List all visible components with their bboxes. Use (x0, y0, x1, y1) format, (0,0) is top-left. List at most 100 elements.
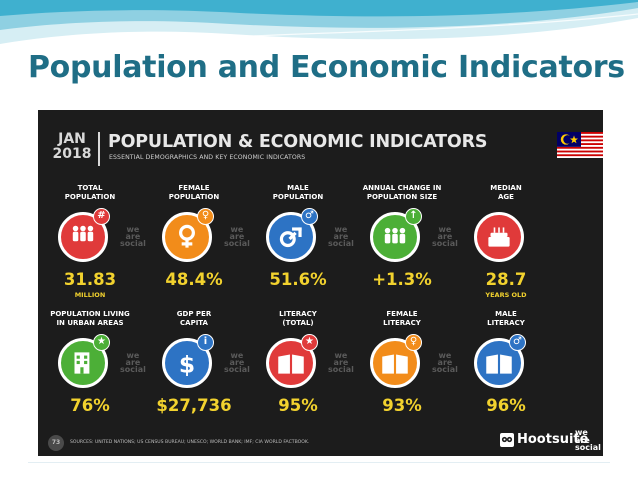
indicator-label: TOTAL POPULATION (38, 184, 142, 202)
watermark-word: social (120, 239, 146, 248)
indicator-badge-icon: ♂ (509, 334, 526, 351)
indicator-unit: MILLION (74, 291, 106, 299)
city-building-icon (74, 352, 90, 374)
indicator-label-line: MEDIAN (490, 184, 522, 192)
male-icon (279, 227, 302, 248)
indicator-label: LITERACY (TOTAL) (246, 310, 350, 328)
slide-bottom-line (28, 462, 610, 463)
indicator-label: ANNUAL CHANGE IN POPULATION SIZE (350, 184, 454, 202)
we-are-social-watermark: we are social (224, 351, 250, 374)
watermark-word: we (438, 225, 452, 234)
watermark-word: we (126, 351, 140, 360)
watermark-word: are (333, 358, 349, 367)
indicator-value: 96% (486, 396, 526, 415)
birthday-cake-icon (488, 227, 510, 247)
indicator-label-line: FEMALE (386, 310, 418, 318)
logo-are: are (575, 435, 590, 445)
slide-title: Population and Economic Indicators (28, 50, 625, 85)
indicator-label-line: MALE (287, 184, 309, 192)
hootsuite-logo-text: Hootsuite (517, 432, 589, 447)
we-are-social-watermark: we are social (328, 225, 354, 248)
indicator-badge-icon: ★ (93, 334, 110, 351)
indicator-label-line: LITERACY (487, 319, 525, 327)
we-are-social-watermark: we are social (120, 225, 146, 248)
indicator-label: MALE POPULATION (246, 184, 350, 202)
book-icon (278, 354, 304, 374)
indicator-label-line: ANNUAL CHANGE IN (362, 184, 442, 192)
indicator-label-line: POPULATION (272, 193, 324, 201)
title-divider (98, 132, 100, 166)
date-block: JAN 2018 (52, 132, 92, 162)
indicator-unit: YEARS OLD (485, 291, 527, 299)
infographic-subtitle: ESSENTIAL DEMOGRAPHICS AND KEY ECONOMIC … (109, 154, 306, 161)
indicator-icon-circle (58, 338, 108, 388)
we-are-social-watermark: we are social (432, 225, 458, 248)
date-year: 2018 (52, 146, 92, 162)
watermark-word: are (437, 358, 453, 367)
watermark-word: are (333, 232, 349, 241)
indicator-label-line: POPULATION SIZE (366, 193, 438, 201)
indicator-value: 51.6% (269, 270, 327, 289)
watermark-word: social (328, 239, 354, 248)
indicator-label-line: IN URBAN AREAS (56, 319, 124, 327)
watermark-word: we (126, 225, 140, 234)
indicator-label: MEDIAN AGE (454, 184, 558, 202)
indicator-value: 31.83 (63, 270, 117, 289)
indicator-value: 76% (70, 396, 110, 415)
watermark-word: social (224, 239, 250, 248)
indicator-badge-icon: ★ (301, 334, 318, 351)
watermark-word: are (437, 232, 453, 241)
we-are-social-watermark: we are social (432, 351, 458, 374)
indicator-label: FEMALE LITERACY (350, 310, 454, 328)
we-are-social-watermark: we are social (328, 351, 354, 374)
we-are-social-logo: we are social (575, 429, 601, 452)
indicator-label-line: (TOTAL) (282, 319, 314, 327)
we-are-social-watermark: we are social (224, 226, 250, 248)
watermark-word: we (230, 351, 244, 360)
watermark-word: are (229, 358, 245, 367)
indicator-value: 28.7 (485, 270, 527, 289)
indicator-label-line: FEMALE (178, 184, 210, 192)
indicator-icon-circle (58, 212, 108, 262)
watermark-word: we (334, 225, 348, 234)
header-swoosh (0, 0, 638, 46)
people-icon (72, 225, 94, 242)
indicator-label-line: POPULATION (168, 193, 220, 201)
indicator-label-line: CAPITA (180, 319, 208, 327)
watermark-word: social (432, 239, 458, 248)
infographic-title: POPULATION & ECONOMIC INDICATORS (108, 132, 488, 152)
indicator-label-line: TOTAL (77, 184, 103, 192)
watermark-word: social (224, 365, 250, 374)
indicator-value: 48.4% (165, 270, 223, 289)
indicator-value: 95% (278, 396, 318, 415)
indicator-badge-icon: ↑ (405, 208, 422, 225)
indicator-label-line: GDP PER (176, 310, 212, 318)
watermark-word: we (334, 351, 348, 360)
we-are-social-watermark: we are social (120, 351, 146, 374)
indicator-badge-icon: ♀ (405, 334, 422, 351)
book-female-icon (382, 354, 408, 374)
book-male-icon (486, 354, 512, 374)
indicator-label-line: POPULATION LIVING (50, 310, 130, 318)
watermark-word: social (120, 365, 146, 374)
indicator-badge-icon: # (93, 208, 110, 225)
indicator-icon-circle (474, 212, 524, 262)
indicator-badge-icon: i (197, 334, 214, 351)
indicator-icon-circle (266, 212, 316, 262)
date-month: JAN (58, 131, 86, 147)
indicator-label-line: AGE (498, 193, 514, 201)
logo-social: social (575, 443, 601, 452)
watermark-word: we (438, 351, 452, 360)
indicator-label: FEMALE POPULATION (142, 184, 246, 202)
logo-we: we (575, 428, 588, 437)
page-number: 73 (48, 435, 64, 451)
dollar-icon: $ (179, 351, 195, 378)
indicator-label: GDP PER CAPITA (142, 310, 246, 328)
infographic-panel: JAN 2018 POPULATION & ECONOMIC INDICATOR… (38, 110, 603, 456)
watermark-word: are (125, 232, 141, 241)
indicator-value: +1.3% (372, 270, 432, 289)
hootsuite-owl-icon (500, 433, 514, 447)
watermark-word: are (125, 358, 141, 367)
svg-text:$: $ (179, 351, 195, 378)
indicator-value: 93% (382, 396, 422, 415)
